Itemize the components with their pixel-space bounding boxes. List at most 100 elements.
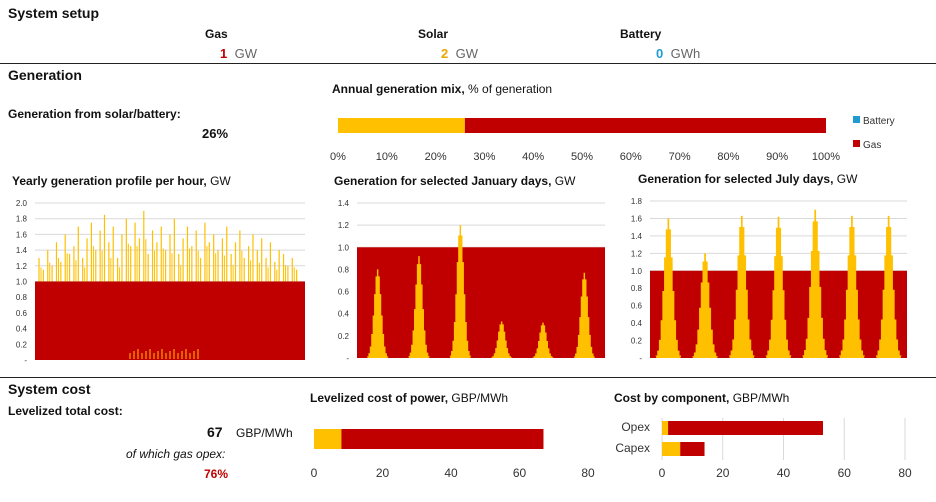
- yearly-y-tick: -: [24, 356, 27, 365]
- lcoe-chart-title-unit: GBP/MWh: [451, 391, 509, 405]
- component-chart: Opex Capex 0 20 40 60 80: [615, 418, 912, 480]
- mix-chart-title-text: Annual generation mix,: [332, 82, 465, 96]
- levelized-total-label: Levelized total cost:: [8, 404, 123, 418]
- lcoe-chart-title-text: Levelized cost of power,: [310, 391, 449, 405]
- january-chart: 1.4 1.2 1.0 0.8 0.6 0.4 0.2 -: [338, 199, 605, 363]
- july-solar-day-peak: [728, 215, 755, 358]
- levelized-total-unit: GBP/MWh: [236, 426, 293, 440]
- yearly-y-tick: 0.4: [16, 325, 28, 334]
- mix-x-tick: 50%: [571, 151, 593, 163]
- component-x-tick: 0: [659, 466, 666, 480]
- gas-opex-label: of which gas opex:: [126, 447, 226, 461]
- legend-swatch-battery: [853, 116, 860, 123]
- component-chart-title-unit: GBP/MWh: [732, 391, 790, 405]
- july-solar-day-peak: [655, 218, 682, 358]
- july-y-tick: 1.2: [631, 249, 643, 258]
- january-y-tick: 1.2: [338, 221, 350, 230]
- component-bar-solar: [662, 421, 669, 435]
- lcoe-x-tick: 80: [581, 466, 595, 480]
- yearly-chart: 2.0 1.8 1.6 1.4 1.2 1.0 0.8 0.6 0.4 0.2 -: [16, 199, 305, 365]
- divider-bottom: [0, 377, 936, 378]
- july-chart-title-unit: GW: [836, 172, 858, 186]
- yearly-y-tick: 1.2: [16, 262, 28, 271]
- yearly-y-tick: 0.8: [16, 293, 28, 302]
- yearly-y-tick: 1.0: [16, 278, 28, 287]
- lcoe-bar-solar: [314, 429, 342, 449]
- mix-x-tick: 80%: [717, 151, 739, 163]
- yearly-gas-area: [35, 281, 305, 360]
- july-solar-day-peak: [765, 216, 792, 358]
- gas-capacity-unit: GW: [234, 46, 257, 61]
- component-category-capex: Capex: [615, 441, 650, 455]
- january-gas-area: [357, 247, 605, 358]
- yearly-y-tick: 1.8: [16, 215, 28, 224]
- january-chart-title-text: Generation for selected January days,: [334, 174, 552, 188]
- component-bar-gas: [680, 442, 705, 456]
- generation-title: Generation: [8, 67, 82, 83]
- yearly-y-tick: 0.6: [16, 309, 28, 318]
- mix-x-tick: 0%: [330, 151, 346, 163]
- component-x-tick: 60: [838, 466, 852, 480]
- january-chart-title: Generation for selected January days, GW: [334, 174, 575, 188]
- gas-label: Gas: [205, 27, 228, 41]
- component-chart-title: Cost by component, GBP/MWh: [614, 391, 789, 405]
- july-y-tick: 0.6: [631, 302, 643, 311]
- july-y-tick: 1.4: [631, 232, 643, 241]
- battery-capacity-unit: GWh: [670, 46, 701, 61]
- july-y-tick: 0.4: [631, 319, 643, 328]
- system-setup-title: System setup: [8, 5, 100, 21]
- battery-capacity: 0 GWh: [656, 46, 700, 61]
- july-y-tick: 1.6: [631, 214, 643, 223]
- july-solar-day-peak: [692, 253, 718, 358]
- solar-battery-share: 26%: [202, 126, 229, 141]
- lcoe-bar-gas: [341, 429, 544, 449]
- legend-label-gas: Gas: [863, 140, 881, 151]
- july-y-tick: 1.8: [631, 197, 643, 206]
- january-solar-day-peak: [490, 321, 513, 358]
- component-x-tick: 40: [777, 466, 791, 480]
- lcoe-chart: 0 20 40 60 80: [311, 429, 595, 480]
- lcoe-x-tick: 60: [513, 466, 527, 480]
- yearly-y-tick: 1.6: [16, 230, 28, 239]
- component-chart-title-text: Cost by component,: [614, 391, 730, 405]
- divider-top: [0, 63, 936, 64]
- july-y-tick: 0.8: [631, 284, 643, 293]
- battery-label: Battery: [620, 27, 662, 41]
- gas-capacity: 1 GW: [220, 46, 257, 61]
- mix-bar-gas: [464, 118, 826, 133]
- july-y-tick: 1.0: [631, 267, 643, 276]
- component-bar-solar: [662, 442, 681, 456]
- january-y-tick: 0.6: [338, 288, 350, 297]
- july-chart-title-text: Generation for selected July days,: [638, 172, 834, 186]
- july-chart-title: Generation for selected July days, GW: [638, 172, 857, 186]
- component-x-tick: 80: [898, 466, 912, 480]
- july-solar-day-peak: [839, 215, 865, 358]
- gas-capacity-value: 1: [220, 46, 228, 61]
- legend-swatch-gas: [853, 140, 860, 147]
- january-solar-day-peak: [408, 256, 430, 358]
- mix-x-tick: 10%: [376, 151, 398, 163]
- january-y-tick: 0.8: [338, 265, 350, 274]
- lcoe-x-tick: 40: [444, 466, 458, 480]
- january-chart-title-unit: GW: [554, 174, 576, 188]
- january-y-tick: -: [346, 354, 349, 363]
- solar-capacity-value: 2: [441, 46, 449, 61]
- january-solar-day-peak: [366, 269, 389, 358]
- july-y-tick: -: [639, 354, 642, 363]
- mix-x-tick: 100%: [812, 151, 840, 163]
- legend-label-battery: Battery: [863, 116, 895, 127]
- yearly-y-tick: 1.4: [16, 246, 28, 255]
- component-bar-gas: [668, 421, 823, 435]
- january-y-tick: 1.0: [338, 243, 350, 252]
- system-cost-title: System cost: [8, 381, 91, 397]
- mix-x-tick: 30%: [473, 151, 495, 163]
- yearly-y-tick: 0.2: [16, 340, 28, 349]
- solar-battery-label: Generation from solar/battery:: [8, 107, 181, 121]
- yearly-chart-title-unit: GW: [210, 174, 231, 188]
- january-y-tick: 0.4: [338, 310, 350, 319]
- mix-x-tick: 90%: [766, 151, 788, 163]
- january-solar-day-peak: [573, 272, 596, 358]
- component-x-tick: 20: [716, 466, 730, 480]
- lcoe-chart-title: Levelized cost of power, GBP/MWh: [310, 391, 508, 405]
- solar-capacity: 2 GW: [441, 46, 478, 61]
